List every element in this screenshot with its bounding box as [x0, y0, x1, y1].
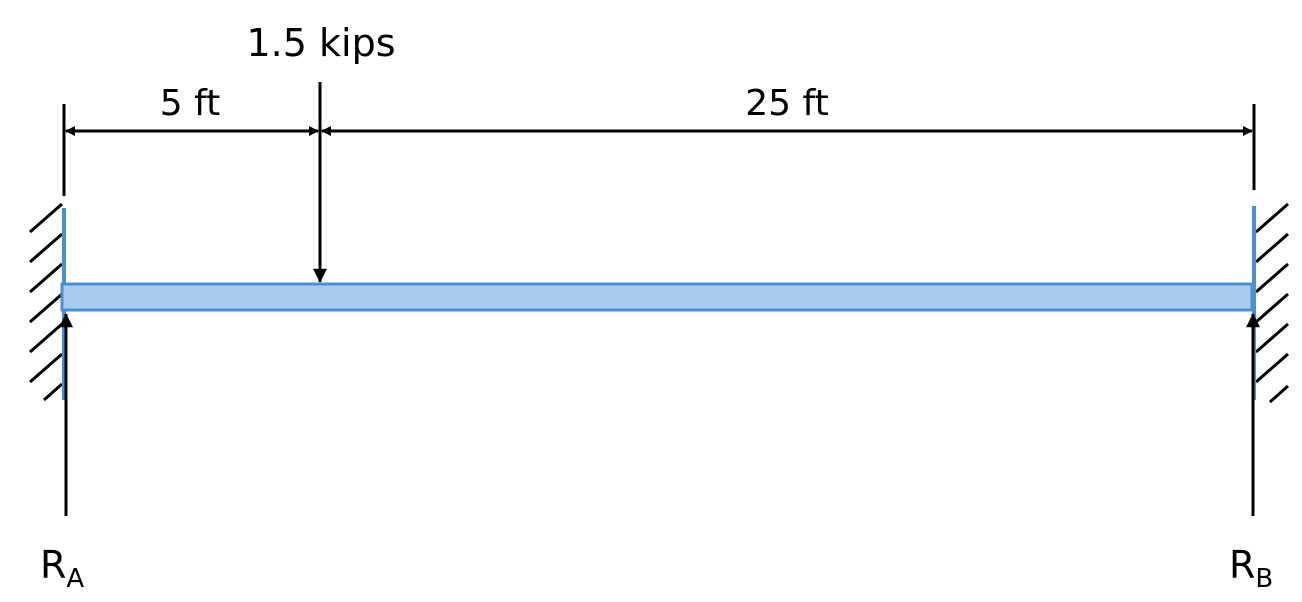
reaction-label-left-sub: A	[66, 564, 84, 594]
left-wall-hatch	[29, 202, 63, 402]
reaction-label-right-sub: B	[1255, 564, 1273, 594]
beam	[60, 282, 1254, 312]
reaction-label-left: RA	[40, 543, 84, 594]
reaction-label-left-main: R	[40, 543, 66, 587]
dim-label-right-span: 25 ft	[745, 83, 828, 124]
reaction-label-right: RB	[1229, 543, 1273, 594]
dim-label-left-span: 5 ft	[160, 83, 221, 124]
point-load-label: 1.5 kips	[247, 21, 396, 65]
right-wall-hatch	[1255, 202, 1289, 404]
reaction-label-right-main: R	[1229, 543, 1255, 587]
